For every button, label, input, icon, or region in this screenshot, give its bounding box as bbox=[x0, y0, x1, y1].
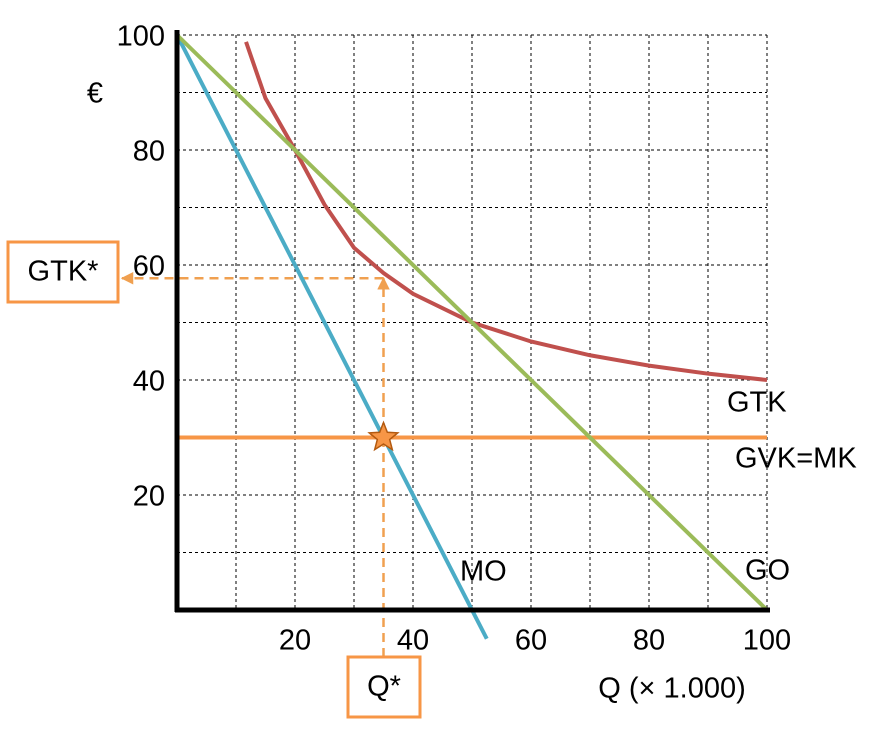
series-label: MO bbox=[460, 556, 507, 588]
series-label: GTK bbox=[727, 387, 787, 419]
series-label: GO bbox=[745, 555, 790, 587]
gtk-star-box bbox=[6, 240, 120, 304]
q-star-label: Q* bbox=[367, 671, 401, 703]
y-tick-label: 100 bbox=[117, 21, 165, 53]
line-3 bbox=[175, 33, 769, 612]
y-axis-label: € bbox=[87, 78, 103, 110]
series-label: GVK=MK bbox=[735, 443, 857, 475]
lines bbox=[175, 33, 769, 640]
labels: 20 40 60 80 100 20 40 60 80 100 GTK GVK=MK MO GO bbox=[117, 21, 858, 657]
guides bbox=[120, 271, 390, 657]
x-tick-label: 80 bbox=[633, 625, 665, 657]
y-tick-label: 20 bbox=[133, 481, 165, 513]
y-tick-label: 80 bbox=[133, 136, 165, 168]
optimum-star bbox=[367, 420, 400, 452]
line-2 bbox=[175, 34, 489, 640]
gtk-star-label: GTK* bbox=[28, 256, 99, 288]
x-tick-label: 60 bbox=[515, 625, 547, 657]
y-tick-label: 60 bbox=[133, 251, 165, 283]
x-tick-label: 100 bbox=[743, 625, 791, 657]
x-tick-label: 40 bbox=[397, 625, 429, 657]
x-tick-label: 20 bbox=[279, 625, 311, 657]
y-tick-label: 40 bbox=[133, 366, 165, 398]
x-axis-label: Q (× 1.000) bbox=[598, 673, 746, 705]
q-star-box bbox=[346, 655, 422, 719]
